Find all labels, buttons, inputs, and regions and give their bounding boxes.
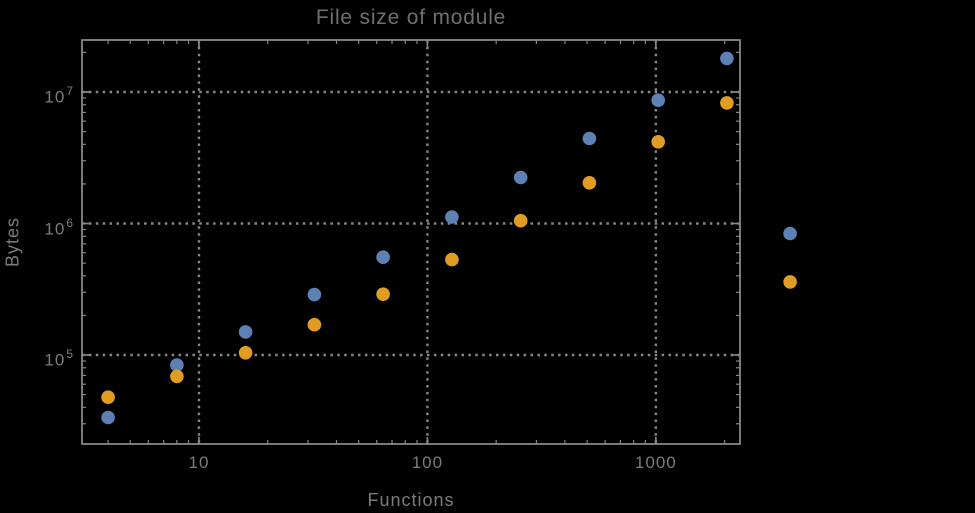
module-size-orange-point [445,252,459,267]
module-size-orange-point [170,369,184,384]
module-size-blue-point [513,170,528,185]
module-size-blue-point [720,51,734,66]
module-size-orange-point [101,390,115,405]
x-axis-label: Functions [367,490,455,510]
y-tick-base: 10 [44,350,66,370]
module-size-orange-point [513,213,528,228]
x-tick-label: 10 [188,453,210,472]
module-size-orange-point [783,275,797,289]
module-size-orange-point [238,346,253,360]
module-size-orange-point [720,96,734,110]
module-size-blue-point [783,226,797,241]
module-size-blue-point [651,93,665,107]
y-tick-label: 107 [44,81,73,109]
x-tick-label: 1000 [634,453,677,472]
plot-frame [81,39,741,445]
module-size-blue-point [238,325,253,339]
y-tick-label: 105 [44,344,73,372]
module-size-orange-point [582,176,597,190]
module-size-blue-point [170,358,184,372]
x-tick-label: 100 [411,453,444,472]
module-size-blue-point [445,210,459,224]
module-size-blue-point [307,287,322,302]
y-tick-exponent: 7 [66,84,73,98]
y-tick-label: 106 [44,213,73,241]
module-size-orange-point [376,287,390,302]
chart-title: File size of module [315,6,507,29]
y-tick-exponent: 6 [66,215,73,230]
module-size-orange-point [651,135,665,149]
module-size-blue-point [101,410,115,425]
y-tick-base: 10 [44,219,66,239]
y-tick-exponent: 5 [66,347,73,361]
module-size-blue-point [376,250,390,264]
y-tick-base: 10 [44,87,66,107]
module-size-orange-point [307,317,322,332]
module-size-blue-point [582,131,597,146]
